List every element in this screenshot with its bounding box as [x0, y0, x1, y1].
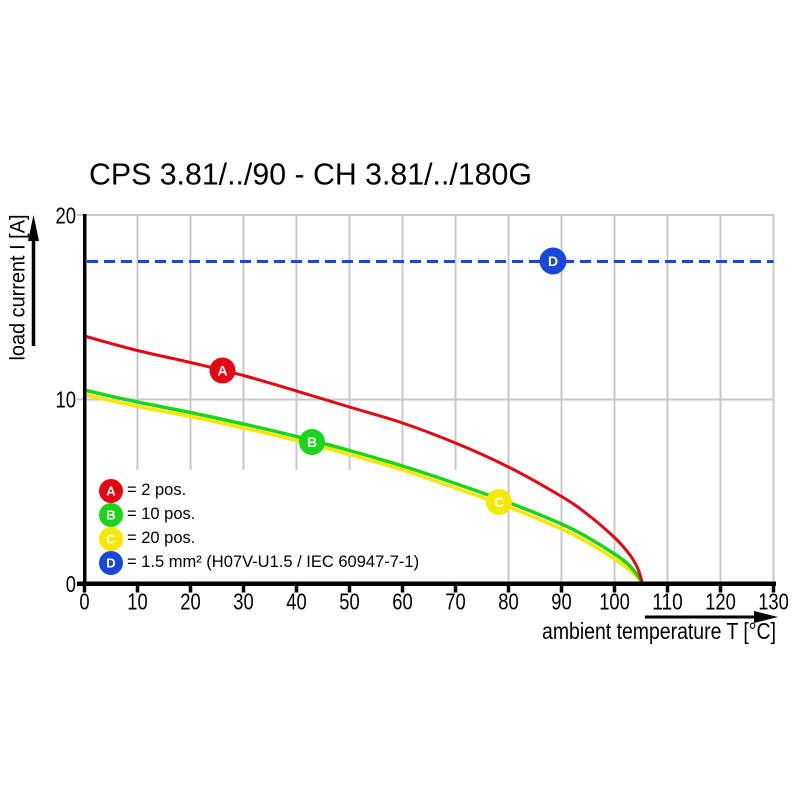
svg-text:C: C: [106, 532, 116, 547]
svg-text:40: 40: [286, 589, 306, 615]
svg-text:100: 100: [599, 589, 630, 615]
svg-text:= 10 pos.: = 10 pos.: [127, 505, 195, 523]
svg-text:10: 10: [127, 589, 147, 615]
svg-text:A: A: [217, 363, 227, 379]
svg-text:60: 60: [392, 589, 412, 615]
svg-text:= 20 pos.: = 20 pos.: [127, 529, 195, 547]
svg-text:CPS 3.81/../90 - CH 3.81/../18: CPS 3.81/../90 - CH 3.81/../180G: [89, 159, 532, 192]
svg-text:load current I [A]: load current I [A]: [7, 215, 30, 361]
svg-text:120: 120: [705, 589, 736, 615]
svg-text:0: 0: [66, 571, 76, 597]
svg-text:= 1.5 mm² (H07V-U1.5 / IEC 609: = 1.5 mm² (H07V-U1.5 / IEC 60947-7-1): [127, 553, 419, 571]
svg-text:0: 0: [79, 589, 89, 615]
svg-text:90: 90: [551, 589, 571, 615]
svg-text:20: 20: [180, 589, 200, 615]
svg-text:ambient temperature T [°C]: ambient temperature T [°C]: [542, 618, 776, 644]
svg-text:B: B: [307, 434, 317, 450]
svg-text:80: 80: [498, 589, 518, 615]
svg-text:30: 30: [233, 589, 253, 615]
svg-text:50: 50: [339, 589, 359, 615]
svg-text:D: D: [106, 556, 115, 571]
svg-text:20: 20: [56, 203, 77, 229]
svg-text:130: 130: [758, 589, 789, 615]
svg-text:D: D: [548, 253, 558, 269]
svg-text:= 2 pos.: = 2 pos.: [127, 481, 186, 499]
svg-text:70: 70: [445, 589, 465, 615]
svg-text:C: C: [494, 494, 504, 510]
svg-text:10: 10: [56, 387, 77, 413]
svg-text:A: A: [106, 484, 116, 499]
svg-text:B: B: [106, 508, 115, 523]
svg-text:110: 110: [652, 589, 683, 615]
